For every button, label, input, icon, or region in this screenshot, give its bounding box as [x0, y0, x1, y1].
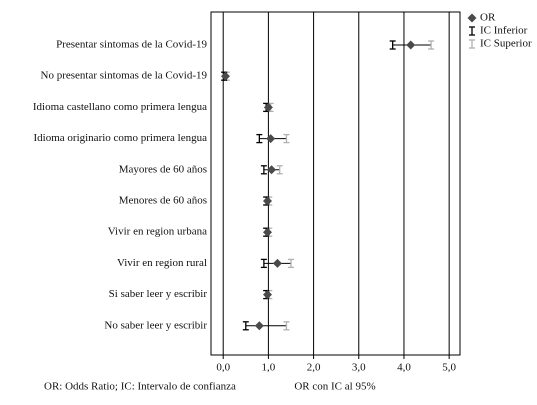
ci-upper: [276, 165, 283, 175]
or-marker: [272, 258, 282, 268]
category-label: Presentar sintomas de la Covid-19: [56, 39, 207, 51]
or-marker: [406, 40, 416, 50]
or-marker: [262, 290, 272, 300]
category-label: Si saber leer y escribir: [109, 288, 208, 300]
x-tick-label: 1,0: [262, 362, 276, 374]
ci-lower: [389, 40, 396, 50]
category-label: Idioma originario como primera lengua: [34, 132, 208, 144]
x-tick-label: 5,0: [442, 362, 456, 374]
or-marker: [262, 227, 272, 237]
legend-label: IC Superior: [480, 38, 532, 50]
ci-upper: [287, 258, 294, 269]
x-tick-label: 3,0: [352, 362, 366, 374]
category-label: Menores de 60 años: [119, 195, 207, 207]
category-label: Idioma castellano como primera lengua: [33, 101, 207, 113]
ci-upper: [283, 133, 290, 144]
or-marker: [262, 196, 272, 206]
or-marker: [220, 71, 230, 81]
ci-lower: [242, 321, 249, 331]
legend-symbol: [469, 39, 475, 49]
ci-lower: [260, 165, 267, 175]
or-marker: [267, 165, 277, 175]
x-tick-label: 0,0: [216, 362, 230, 374]
category-label: No saber leer y escribir: [104, 319, 207, 331]
x-axis-label: OR con IC al 95%: [294, 381, 375, 393]
category-label: Vivir en region rural: [117, 257, 207, 269]
x-tick-label: 2,0: [307, 362, 321, 374]
x-tick-label: 4,0: [397, 362, 411, 374]
or-marker: [254, 321, 264, 331]
legend-symbol: [467, 13, 477, 23]
or-marker: [266, 134, 276, 144]
or-marker: [263, 102, 273, 112]
plot-frame: [210, 11, 461, 356]
ci-lower: [256, 133, 263, 144]
ci-upper: [283, 321, 290, 331]
legend-label: IC Inferior: [480, 25, 528, 37]
ci-upper: [428, 40, 435, 50]
category-label: Mayores de 60 años: [119, 163, 207, 175]
category-label: Vivir en region urbana: [108, 226, 207, 238]
ci-lower: [260, 258, 267, 269]
legend-label: OR: [480, 12, 496, 24]
legend-symbol: [469, 26, 475, 36]
note: OR: Odds Ratio; IC: Intervalo de confian…: [44, 381, 236, 393]
category-label: No presentar sintomas de la Covid-19: [41, 70, 208, 82]
